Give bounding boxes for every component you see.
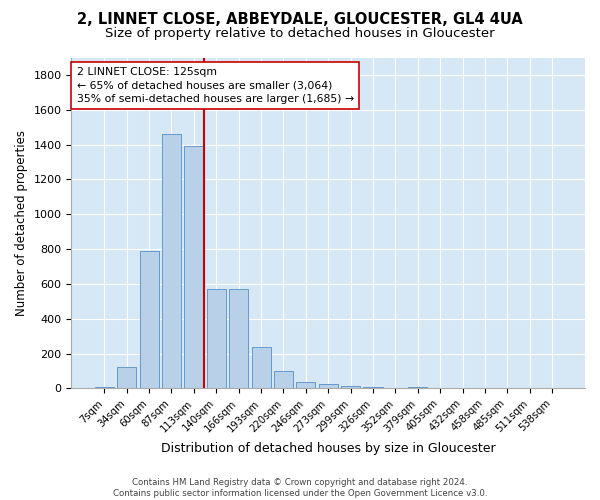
Bar xyxy=(319,384,338,388)
Bar xyxy=(364,386,383,388)
Bar xyxy=(117,368,136,388)
X-axis label: Distribution of detached houses by size in Gloucester: Distribution of detached houses by size … xyxy=(161,442,496,455)
Text: 2 LINNET CLOSE: 125sqm
← 65% of detached houses are smaller (3,064)
35% of semi-: 2 LINNET CLOSE: 125sqm ← 65% of detached… xyxy=(77,68,353,104)
Bar xyxy=(229,289,248,388)
Y-axis label: Number of detached properties: Number of detached properties xyxy=(15,130,28,316)
Bar xyxy=(207,289,226,388)
Bar xyxy=(296,382,316,388)
Bar xyxy=(251,346,271,389)
Text: Contains HM Land Registry data © Crown copyright and database right 2024.
Contai: Contains HM Land Registry data © Crown c… xyxy=(113,478,487,498)
Text: Size of property relative to detached houses in Gloucester: Size of property relative to detached ho… xyxy=(105,28,495,40)
Bar xyxy=(184,146,203,388)
Bar xyxy=(408,386,427,388)
Text: 2, LINNET CLOSE, ABBEYDALE, GLOUCESTER, GL4 4UA: 2, LINNET CLOSE, ABBEYDALE, GLOUCESTER, … xyxy=(77,12,523,28)
Bar xyxy=(140,251,158,388)
Bar xyxy=(341,386,360,388)
Bar xyxy=(274,371,293,388)
Bar xyxy=(162,134,181,388)
